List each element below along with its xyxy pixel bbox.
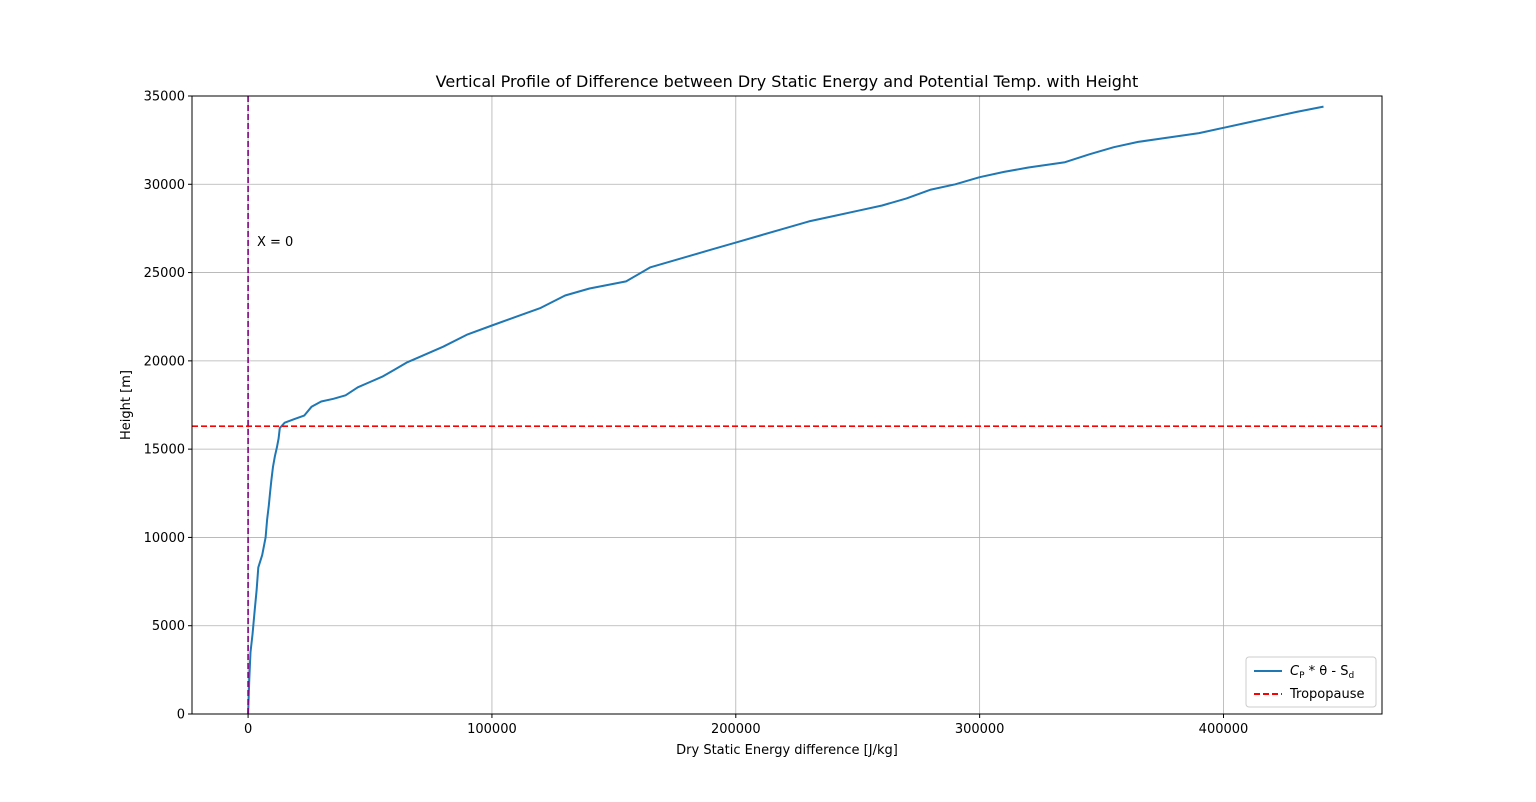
x-tick-label: 200000 [711, 722, 761, 737]
annotation-x-zero: X = 0 [257, 235, 293, 250]
legend: CP * θ - Sd Tropopause [1245, 656, 1377, 708]
legend-label-profile-suffix-sub: d [1348, 671, 1354, 681]
y-tick-label: 10000 [144, 531, 185, 546]
plot-frame [191, 95, 1383, 715]
grid-layer [192, 95, 1382, 715]
x-tick-label: 0 [244, 722, 252, 737]
ticks-layer: 0 100000 200000 300000 400000 0 5000 10000 15000… [144, 90, 1249, 738]
y-axis-title: Height [m] [119, 370, 134, 440]
chart-title: Vertical Profile of Difference between D… [436, 72, 1139, 91]
y-tick-label: 5000 [152, 619, 185, 634]
series-line-profile [247, 105, 1324, 715]
y-tick-label: 20000 [144, 354, 185, 369]
y-tick-label: 25000 [144, 266, 185, 281]
legend-box [1245, 656, 1377, 708]
legend-label-profile-prefix-sub: P [1299, 671, 1305, 681]
x-tick-label: 400000 [1199, 722, 1249, 737]
legend-label-profile-mid: * θ - S [1305, 664, 1349, 679]
legend-label-profile: CP * θ - Sd [1290, 664, 1354, 681]
marks-layer [192, 96, 1382, 715]
y-tick-label: 0 [177, 708, 185, 723]
x-tick-label: 100000 [467, 722, 517, 737]
legend-label-profile-prefix: C [1290, 664, 1300, 679]
y-tick-label: 35000 [144, 90, 185, 105]
x-tick-label: 300000 [955, 722, 1005, 737]
legend-label-tropopause: Tropopause [1289, 687, 1364, 702]
x-axis-title: Dry Static Energy difference [J/kg] [676, 743, 898, 758]
y-tick-label: 15000 [144, 443, 185, 458]
y-tick-label: 30000 [144, 178, 185, 193]
